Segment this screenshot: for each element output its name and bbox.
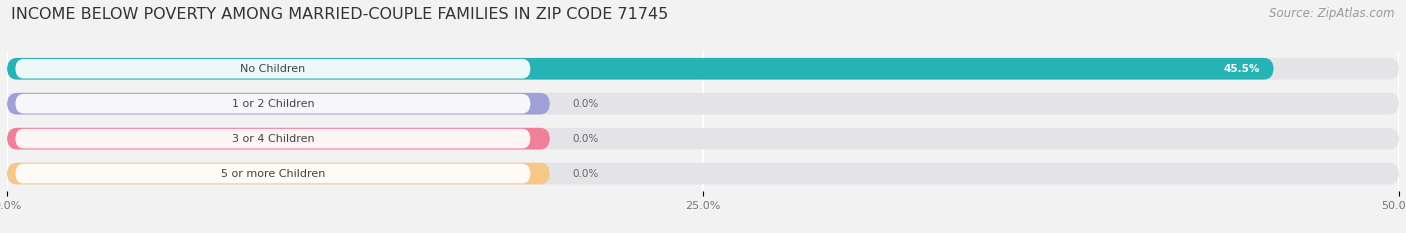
Text: 0.0%: 0.0%	[572, 169, 599, 178]
Text: 0.0%: 0.0%	[572, 134, 599, 144]
FancyBboxPatch shape	[15, 59, 530, 79]
FancyBboxPatch shape	[7, 58, 1274, 80]
FancyBboxPatch shape	[15, 129, 530, 148]
FancyBboxPatch shape	[7, 93, 550, 115]
FancyBboxPatch shape	[7, 128, 1399, 150]
FancyBboxPatch shape	[7, 128, 550, 150]
Text: 45.5%: 45.5%	[1223, 64, 1260, 74]
Text: Source: ZipAtlas.com: Source: ZipAtlas.com	[1270, 7, 1395, 20]
Text: No Children: No Children	[240, 64, 305, 74]
Text: 0.0%: 0.0%	[572, 99, 599, 109]
FancyBboxPatch shape	[15, 94, 530, 113]
Text: 5 or more Children: 5 or more Children	[221, 169, 325, 178]
FancyBboxPatch shape	[7, 163, 550, 185]
Text: 1 or 2 Children: 1 or 2 Children	[232, 99, 314, 109]
Text: 3 or 4 Children: 3 or 4 Children	[232, 134, 314, 144]
FancyBboxPatch shape	[7, 58, 1399, 80]
Text: INCOME BELOW POVERTY AMONG MARRIED-COUPLE FAMILIES IN ZIP CODE 71745: INCOME BELOW POVERTY AMONG MARRIED-COUPL…	[11, 7, 668, 22]
FancyBboxPatch shape	[7, 163, 1399, 185]
FancyBboxPatch shape	[15, 164, 530, 183]
FancyBboxPatch shape	[7, 93, 1399, 115]
